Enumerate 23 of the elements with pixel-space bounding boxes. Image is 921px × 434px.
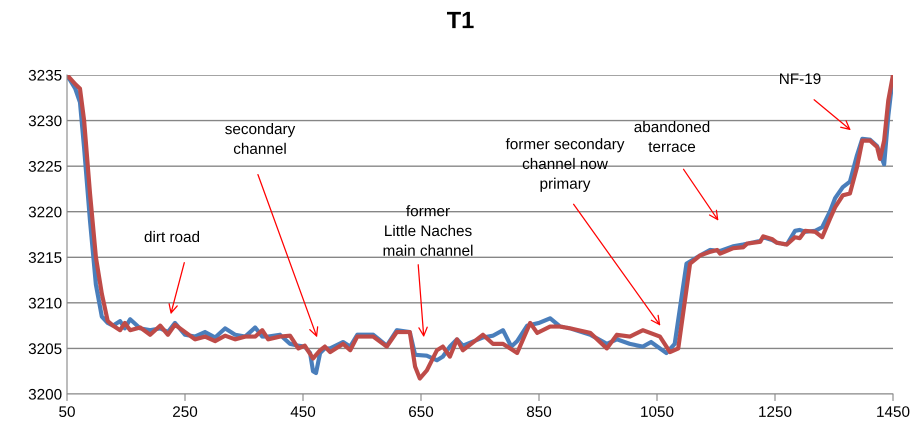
annotation: secondary channel: [225, 122, 296, 154]
annotation: abandoned terrace: [634, 120, 710, 152]
y-tick-label: 3205: [28, 343, 62, 354]
x-tick-label: 450: [290, 406, 316, 418]
y-tick-label: 3230: [28, 115, 62, 126]
x-tick-label: 1250: [759, 406, 792, 418]
x-tick-label: 250: [173, 406, 198, 418]
x-tick-label: 1450: [877, 406, 910, 418]
y-tick-label: 3235: [28, 70, 62, 81]
y-tick-label: 3210: [28, 298, 62, 309]
annotation: former secondary channel now primary: [506, 138, 624, 192]
annotation: former Little Naches main channel: [384, 205, 472, 256]
y-tick-label: 3215: [28, 252, 62, 263]
x-tick-label: 1050: [641, 406, 674, 418]
chart-title: T1: [446, 12, 474, 28]
y-tick-label: 3200: [28, 388, 62, 400]
x-tick-label: 850: [526, 406, 552, 418]
x-tick-label: 50: [59, 406, 75, 418]
y-tick-label: 3220: [28, 206, 62, 218]
y-tick-label: 3225: [28, 161, 62, 172]
annotation: NF-19: [780, 73, 820, 84]
x-tick-label: 650: [409, 406, 434, 418]
annotation: dirt road: [144, 230, 200, 242]
